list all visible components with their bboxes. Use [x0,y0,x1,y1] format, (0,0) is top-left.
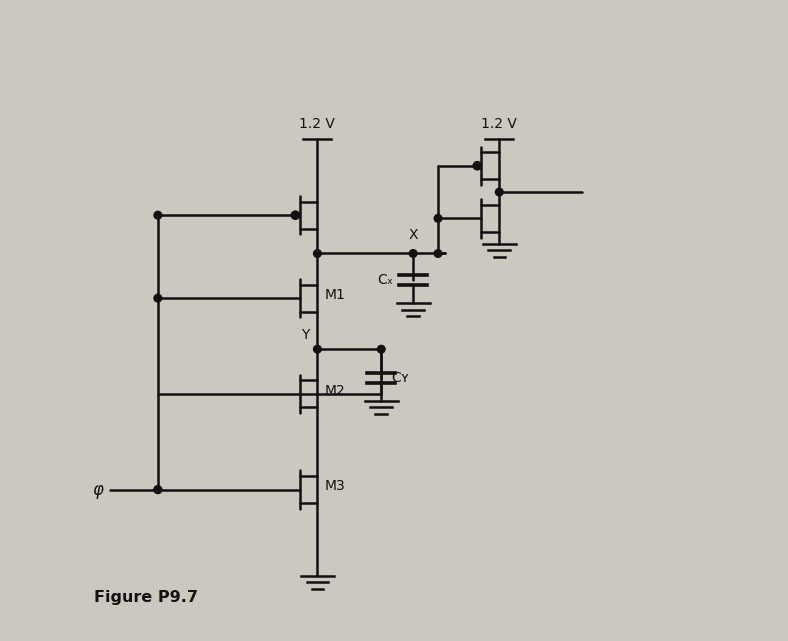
Circle shape [473,162,481,170]
Text: φ: φ [93,481,103,499]
Circle shape [292,211,299,219]
Text: M2: M2 [325,384,346,397]
Circle shape [377,345,385,353]
Text: 1.2 V: 1.2 V [481,117,517,131]
Text: Cₓ: Cₓ [377,273,392,287]
Circle shape [154,212,162,219]
Text: 1.2 V: 1.2 V [299,117,336,131]
Circle shape [154,486,162,494]
Circle shape [154,486,162,494]
Circle shape [154,294,162,302]
Text: Cʏ: Cʏ [391,371,409,385]
Circle shape [314,345,322,353]
Text: X: X [408,228,418,242]
Circle shape [496,188,503,196]
Text: Figure P9.7: Figure P9.7 [94,590,198,604]
Text: Y: Y [301,328,310,342]
Circle shape [434,215,442,222]
Circle shape [409,249,417,257]
Text: M1: M1 [325,288,346,302]
Text: M3: M3 [325,479,346,494]
Circle shape [434,249,442,257]
Circle shape [314,249,322,257]
